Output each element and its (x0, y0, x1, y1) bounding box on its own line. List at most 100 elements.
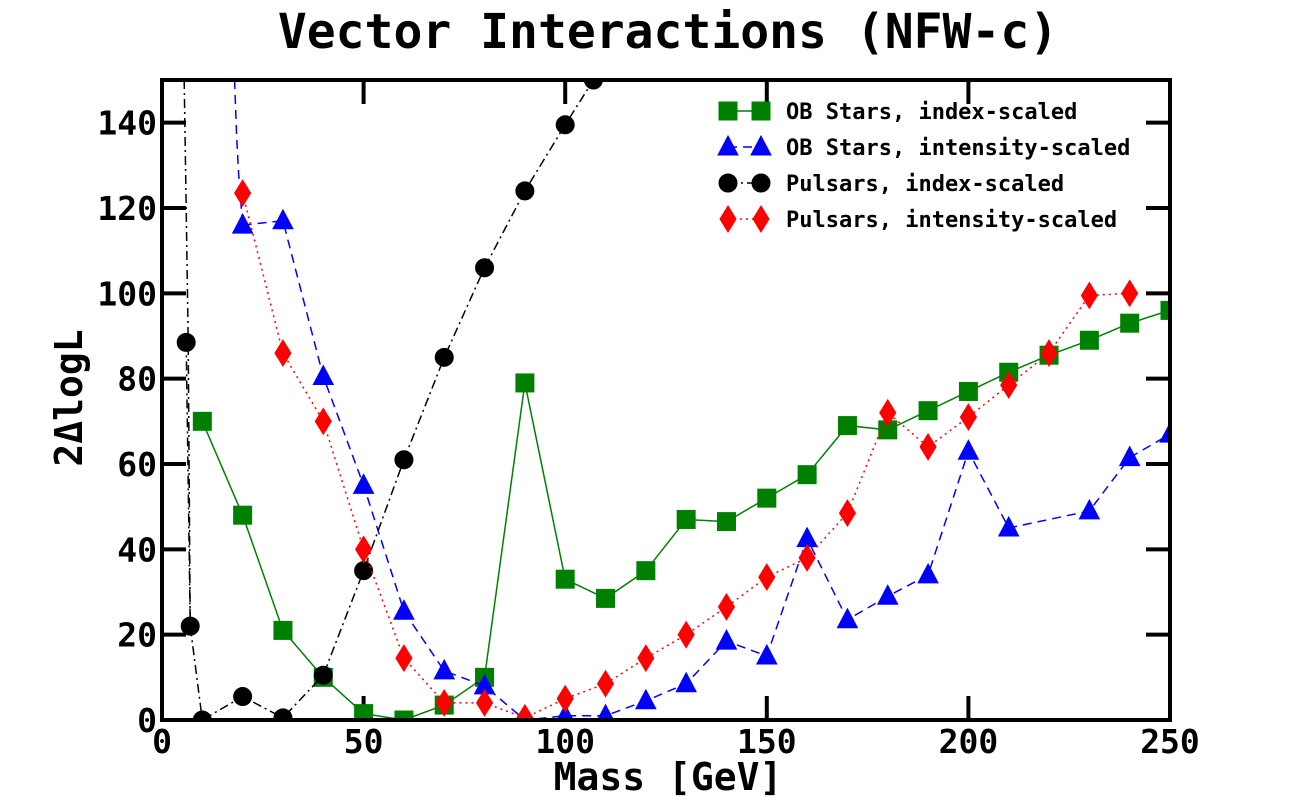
data-point (958, 381, 978, 401)
axis-ticks (162, 80, 1170, 720)
data-point (313, 665, 333, 685)
data-point (1121, 279, 1139, 308)
data-point (596, 588, 616, 608)
data-point (273, 708, 293, 720)
data-point (876, 584, 899, 605)
legend-marker (752, 205, 770, 233)
data-point (596, 703, 615, 720)
data-point (435, 688, 453, 717)
legend-marker (718, 173, 738, 193)
y-tick-label: 80 (117, 360, 157, 399)
data-point (393, 599, 415, 620)
data-point (556, 684, 574, 713)
data-point (394, 450, 414, 470)
data-point (838, 499, 857, 528)
data-point (312, 364, 335, 386)
legend-marker (751, 101, 771, 121)
series-3 (176, 80, 603, 720)
data-point (274, 339, 292, 368)
data-point (434, 347, 454, 367)
data-point (394, 710, 414, 720)
legend-item: Pulsars, intensity-scaled (719, 205, 1117, 233)
data-point (879, 398, 897, 427)
legend-label: Pulsars, index-scaled (786, 172, 1064, 197)
x-tick-label: 200 (939, 722, 999, 761)
legend-marker (750, 134, 772, 156)
data-point (231, 212, 254, 234)
data-point (798, 543, 816, 572)
data-point (635, 688, 657, 710)
data-point (837, 416, 857, 436)
data-point (272, 208, 294, 230)
legend-marker (751, 173, 771, 193)
legend-label: Pulsars, intensity-scaled (786, 208, 1117, 233)
data-point (1078, 498, 1101, 520)
data-point (596, 669, 615, 698)
x-tick-label: 0 (152, 722, 172, 761)
data-point (636, 561, 656, 581)
series-layer (176, 80, 1170, 720)
data-point (516, 703, 534, 720)
y-tick-label: 40 (117, 530, 157, 569)
data-point (675, 671, 697, 693)
data-point (715, 628, 738, 650)
data-point (1120, 313, 1140, 333)
series-line (183, 80, 191, 627)
legend-marker (718, 101, 738, 121)
plot-frame (160, 78, 1172, 722)
data-point (796, 526, 818, 548)
data-point (234, 179, 252, 208)
data-point (677, 620, 695, 649)
y-tick-label: 60 (117, 445, 157, 484)
data-point (1079, 330, 1099, 350)
data-point (314, 407, 332, 436)
x-tick-label: 50 (344, 722, 384, 761)
y-tick-label: 140 (97, 104, 157, 143)
legend-item: OB Stars, intensity-scaled (717, 134, 1130, 161)
y-tick-label: 100 (97, 274, 157, 313)
data-point (917, 562, 939, 584)
data-point (919, 432, 937, 461)
y-tick-label: 20 (117, 616, 157, 655)
data-point (676, 509, 696, 529)
legend-label: OB Stars, index-scaled (786, 100, 1077, 125)
data-point (836, 607, 859, 629)
x-tick-label: 150 (737, 722, 797, 761)
data-point (192, 411, 212, 431)
y-tick-label: 120 (97, 189, 157, 228)
data-point (180, 616, 200, 636)
data-point (273, 620, 293, 640)
data-point (176, 332, 196, 352)
series-line (242, 219, 1170, 720)
data-point (354, 561, 374, 581)
y-tick-label: 0 (137, 701, 157, 740)
data-point (1000, 371, 1018, 400)
legend-item: OB Stars, index-scaled (718, 100, 1077, 125)
data-point (433, 658, 456, 680)
data-point (352, 473, 375, 494)
data-point (1159, 422, 1170, 443)
data-point (395, 644, 413, 673)
data-point (355, 535, 373, 564)
legend: OB Stars, index-scaled OB Stars, intensit… (717, 100, 1130, 233)
x-axis-label: Mass [GeV] (554, 755, 783, 799)
data-point (515, 181, 535, 201)
data-point (997, 515, 1020, 537)
data-point (555, 569, 575, 589)
x-tick-label: 100 (535, 722, 595, 761)
data-point (918, 401, 938, 421)
legend-label: OB Stars, intensity-scaled (786, 136, 1130, 161)
data-point (233, 505, 253, 525)
series-4 (234, 179, 1139, 720)
data-point (233, 687, 253, 707)
data-point (957, 439, 980, 460)
data-point (797, 465, 817, 485)
data-point (1160, 300, 1170, 320)
data-point (717, 592, 736, 621)
data-point (637, 644, 655, 673)
data-point (1040, 339, 1058, 368)
series-1 (192, 300, 1170, 720)
y-axis-label: 2ΔlogL (47, 329, 91, 466)
data-point (1118, 445, 1141, 467)
data-point (959, 403, 977, 432)
